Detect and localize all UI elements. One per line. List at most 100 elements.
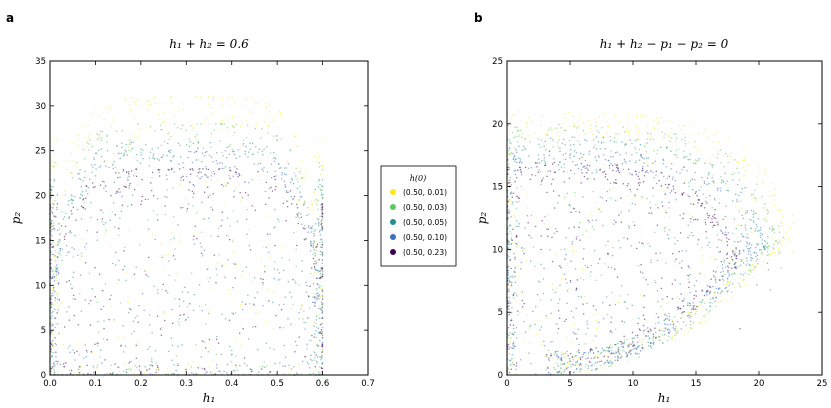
scatter-point (321, 267, 324, 270)
scatter-point (750, 192, 752, 195)
scatter-point (591, 225, 594, 228)
scatter-point (682, 213, 685, 215)
scatter-point (636, 247, 638, 250)
scatter-point (573, 123, 576, 126)
scatter-point (543, 154, 545, 156)
scatter-point (540, 139, 542, 141)
scatter-point (533, 131, 535, 134)
scatter-point (773, 243, 775, 245)
scatter-point (540, 160, 543, 162)
scatter-point (312, 257, 315, 260)
scatter-point (587, 357, 589, 359)
scatter-point (717, 224, 719, 226)
y-tick-label: 25 (35, 147, 46, 157)
scatter-point (565, 236, 567, 239)
panel-b-letter: b (474, 11, 483, 25)
scatter-point (513, 292, 515, 294)
scatter-point (760, 248, 762, 251)
scatter-point (575, 237, 578, 240)
scatter-point (571, 245, 574, 247)
scatter-point (721, 179, 723, 182)
scatter-point (687, 182, 690, 184)
scatter-point (566, 350, 568, 353)
scatter-point (793, 222, 795, 225)
scatter-point (622, 183, 624, 185)
scatter-point (317, 199, 320, 202)
scatter-point (547, 235, 549, 238)
scatter-point (53, 152, 55, 155)
scatter-point (129, 143, 131, 146)
scatter-point (513, 226, 516, 228)
scatter-point (283, 344, 286, 347)
scatter-point (694, 161, 696, 163)
scatter-point (508, 288, 510, 291)
scatter-point (627, 168, 630, 171)
scatter-point (231, 116, 234, 118)
scatter-point (319, 323, 322, 326)
scatter-point (507, 208, 510, 211)
scatter-point (657, 122, 660, 124)
scatter-point (564, 158, 567, 160)
scatter-point (157, 168, 160, 171)
scatter-point (626, 361, 629, 363)
scatter-point (670, 128, 673, 130)
scatter-point (640, 154, 642, 156)
scatter-point (617, 167, 619, 170)
scatter-point (141, 292, 144, 295)
scatter-point (269, 371, 271, 373)
scatter-point (694, 218, 697, 221)
scatter-point (207, 96, 210, 98)
x-tick-label: 5 (567, 379, 572, 389)
scatter-point (690, 231, 693, 234)
scatter-point (296, 344, 298, 347)
scatter-point (582, 153, 585, 156)
scatter-point (605, 296, 608, 298)
scatter-point (703, 180, 706, 183)
scatter-point (159, 328, 162, 330)
scatter-point (98, 115, 101, 118)
scatter-point (509, 281, 511, 283)
scatter-point (303, 200, 306, 202)
scatter-point (317, 371, 320, 373)
scatter-point (580, 162, 583, 165)
scatter-point (720, 190, 722, 192)
scatter-point (697, 160, 699, 162)
scatter-point (609, 197, 612, 199)
panel-a: a h₁ + h₂ = 0.6 0.0 0.1 0.2 0.3 0.4 0.5 0.6 0.7… (6, 11, 375, 405)
scatter-point (296, 231, 298, 233)
scatter-point (528, 342, 531, 344)
scatter-point (626, 237, 629, 240)
scatter-point (764, 244, 767, 247)
scatter-point (114, 363, 116, 365)
scatter-point (649, 332, 651, 334)
scatter-point (52, 294, 54, 297)
scatter-point (684, 145, 687, 147)
scatter-point (764, 203, 766, 205)
scatter-point (677, 306, 679, 308)
scatter-point (239, 155, 241, 158)
scatter-point (745, 229, 747, 231)
scatter-point (563, 248, 566, 250)
scatter-point (251, 112, 253, 115)
scatter-point (661, 205, 664, 207)
scatter-point (221, 373, 223, 375)
scatter-point (271, 301, 274, 304)
scatter-point (321, 290, 324, 293)
scatter-point (627, 115, 629, 118)
scatter-point (113, 318, 115, 321)
scatter-point (234, 187, 236, 189)
scatter-point (514, 168, 517, 171)
scatter-point (53, 303, 55, 305)
scatter-point (620, 285, 623, 287)
scatter-point (594, 118, 596, 120)
scatter-point (526, 215, 528, 217)
scatter-point (704, 275, 706, 277)
scatter-point (734, 254, 736, 256)
scatter-point (519, 358, 522, 361)
scatter-point (676, 240, 679, 242)
scatter-point (647, 335, 650, 337)
scatter-point (515, 220, 518, 222)
scatter-point (695, 280, 698, 282)
scatter-point (722, 278, 724, 281)
scatter-point (717, 288, 720, 290)
